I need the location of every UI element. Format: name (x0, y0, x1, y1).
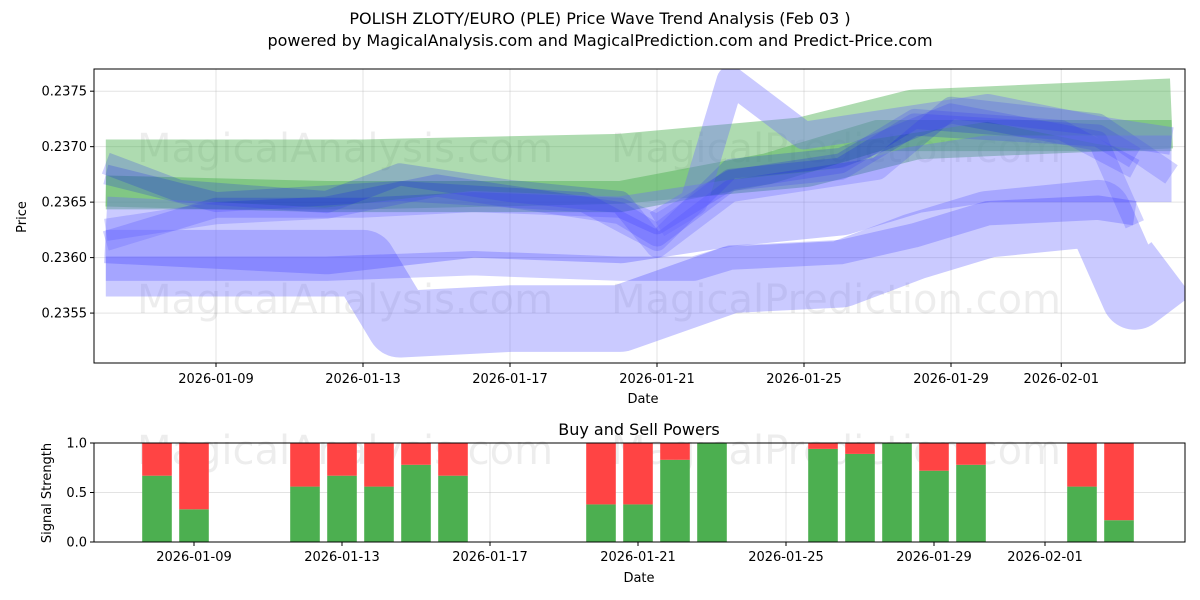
watermark-text: MagicalAnalysis.com (137, 277, 553, 323)
wave-band-wave-5 (649, 69, 1174, 237)
sell-bar (808, 443, 838, 449)
sell-bar (364, 443, 394, 487)
x-tick-label: 2026-02-01 (1007, 550, 1083, 565)
top-x-axis: 2026-01-09 2026-01-13 2026-01-17 2026-01-21… (178, 363, 1099, 387)
bottom-y-axis: 0.0 0.5 1.0 (66, 437, 94, 551)
x-tick-label: 2026-01-29 (913, 372, 989, 387)
sell-bar (1104, 443, 1134, 521)
buy-bar (142, 475, 172, 542)
buy-bar (956, 464, 986, 542)
wave-band-wave-3 (102, 108, 1140, 251)
top-y-axis-label: Price (15, 201, 30, 233)
top-y-axis: 0.2355 0.2360 0.2365 0.2370 0.2375 (42, 85, 94, 322)
buy-bar (290, 486, 320, 542)
buy-bar (179, 509, 209, 542)
top-watermarks: MagicalAnalysis.com MagicalPrediction.co… (137, 126, 1061, 323)
buy-bar (808, 448, 838, 542)
bottom-chart-title: Buy and Sell Powers (558, 420, 720, 439)
sell-bar (845, 443, 875, 454)
chart-title: POLISH ZLOTY/EURO (PLE) Price Wave Trend… (349, 9, 851, 28)
buy-sell-bars (142, 443, 1134, 542)
x-tick-label: 2026-01-25 (766, 372, 842, 387)
buy-bar (327, 475, 357, 542)
sell-bar (290, 443, 320, 487)
x-tick-label: 2026-01-25 (748, 550, 824, 565)
wave-bands (101, 69, 1185, 358)
wave-band-green-band-lower (105, 120, 1172, 213)
sell-bar (327, 443, 357, 476)
chart-subtitle: powered by MagicalAnalysis.com and Magic… (267, 31, 933, 50)
watermark-text: MagicalPrediction.com (611, 126, 1061, 172)
x-tick-label: 2026-01-21 (619, 372, 695, 387)
wave-band-wave-2 (101, 96, 1178, 258)
wave-band-wave-4 (103, 103, 1144, 251)
wave-band-wave-6 (104, 135, 1172, 275)
buy-bar (364, 486, 394, 542)
x-tick-label: 2026-01-17 (472, 372, 548, 387)
y-tick-label: 1.0 (66, 437, 87, 452)
x-tick-label: 2026-02-01 (1023, 372, 1099, 387)
y-tick-label: 0.2375 (42, 85, 88, 100)
watermark-text: MagicalAnalysis.com (137, 126, 553, 172)
buy-bar (882, 443, 912, 542)
sell-bar (179, 443, 209, 510)
x-tick-label: 2026-01-29 (896, 550, 972, 565)
wave-band-green-band-upper (105, 78, 1174, 210)
y-tick-label: 0.0 (66, 536, 87, 551)
buy-bar (697, 443, 727, 542)
sell-bar (956, 443, 986, 465)
sell-bar (401, 443, 431, 465)
buy-bar (623, 504, 653, 542)
buy-bar (438, 475, 468, 542)
buy-bar (660, 459, 690, 542)
sell-bar (660, 443, 690, 460)
x-tick-label: 2026-01-21 (600, 550, 676, 565)
buy-bar (919, 470, 949, 542)
wave-band-wave-8 (105, 195, 1137, 281)
y-tick-label: 0.2355 (42, 307, 88, 322)
y-tick-label: 0.5 (66, 486, 87, 501)
top-plot-frame (93, 68, 1186, 364)
buy-bar (845, 453, 875, 542)
top-gridlines (94, 69, 1185, 363)
y-tick-label: 0.2365 (42, 196, 88, 211)
x-tick-label: 2026-01-13 (325, 372, 401, 387)
y-tick-label: 0.2370 (42, 140, 88, 155)
x-tick-label: 2026-01-13 (304, 550, 380, 565)
watermark-text: MagicalPrediction.com (611, 277, 1061, 323)
x-tick-label: 2026-01-17 (452, 550, 528, 565)
buy-bar (1104, 520, 1134, 542)
buy-bar (401, 464, 431, 542)
sell-bar (1067, 443, 1097, 487)
bottom-y-axis-label: Signal Strength (40, 443, 55, 543)
wave-band-wave-1 (104, 113, 1141, 247)
buy-bar (1067, 486, 1097, 542)
bottom-x-axis: 2026-01-09 2026-01-13 2026-01-17 2026-01-21… (156, 542, 1083, 565)
sell-bar (586, 443, 616, 505)
sell-bar (438, 443, 468, 476)
top-x-axis-label: Date (627, 392, 658, 407)
y-tick-label: 0.2360 (42, 251, 88, 266)
sell-bar (919, 443, 949, 471)
sell-bar (142, 443, 172, 476)
wave-band-wave-7 (105, 179, 1185, 358)
x-tick-label: 2026-01-09 (178, 372, 254, 387)
bottom-x-axis-label: Date (623, 571, 654, 586)
buy-bar (586, 504, 616, 542)
sell-bar (623, 443, 653, 505)
x-tick-label: 2026-01-09 (156, 550, 232, 565)
